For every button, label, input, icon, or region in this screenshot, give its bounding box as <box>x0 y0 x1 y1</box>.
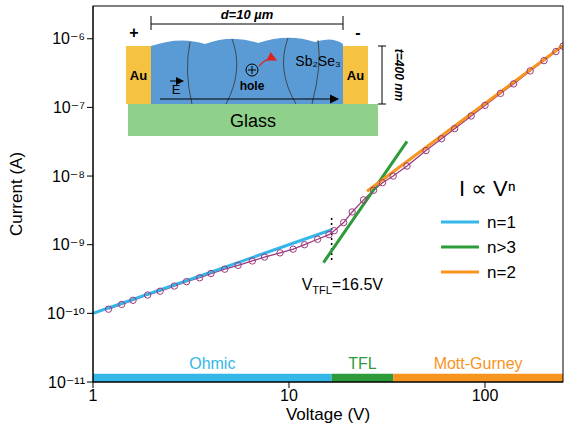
svg-text:10⁻¹¹: 10⁻¹¹ <box>48 374 85 391</box>
svg-text:-: - <box>355 24 360 41</box>
svg-text:n>3: n>3 <box>487 238 516 257</box>
svg-text:Ohmic: Ohmic <box>189 355 235 372</box>
svg-text:n=1: n=1 <box>487 213 516 232</box>
svg-text:Current (A): Current (A) <box>7 152 26 236</box>
svg-text:1: 1 <box>89 387 98 404</box>
svg-text:VTFL=16.5V: VTFL=16.5V <box>302 276 384 296</box>
svg-text:Sb₂Se₃: Sb₂Se₃ <box>295 53 340 69</box>
svg-text:I ∝ Vⁿ: I ∝ Vⁿ <box>459 176 516 201</box>
svg-text:TFL: TFL <box>348 355 377 372</box>
svg-text:hole: hole <box>240 79 265 93</box>
svg-text:10⁻¹⁰: 10⁻¹⁰ <box>47 305 85 322</box>
svg-text:10⁻⁶: 10⁻⁶ <box>52 30 85 47</box>
svg-text:Au: Au <box>130 68 147 83</box>
svg-text:Au: Au <box>347 68 364 83</box>
svg-text:100: 100 <box>472 387 499 404</box>
svg-text:10⁻⁸: 10⁻⁸ <box>52 168 85 185</box>
svg-text:10⁻⁹: 10⁻⁹ <box>52 236 85 253</box>
svg-text:Glass: Glass <box>230 111 276 131</box>
svg-text:n=2: n=2 <box>487 263 516 282</box>
svg-text:d=10 µm: d=10 µm <box>221 7 274 22</box>
svg-text:t=400 nm: t=400 nm <box>392 49 406 102</box>
svg-text:10: 10 <box>280 387 298 404</box>
svg-text:Voltage (V): Voltage (V) <box>286 405 370 424</box>
svg-text:10⁻⁷: 10⁻⁷ <box>53 99 85 116</box>
svg-text:+: + <box>129 24 138 41</box>
svg-text:E: E <box>172 82 181 97</box>
svg-text:Mott-Gurney: Mott-Gurney <box>434 355 523 372</box>
